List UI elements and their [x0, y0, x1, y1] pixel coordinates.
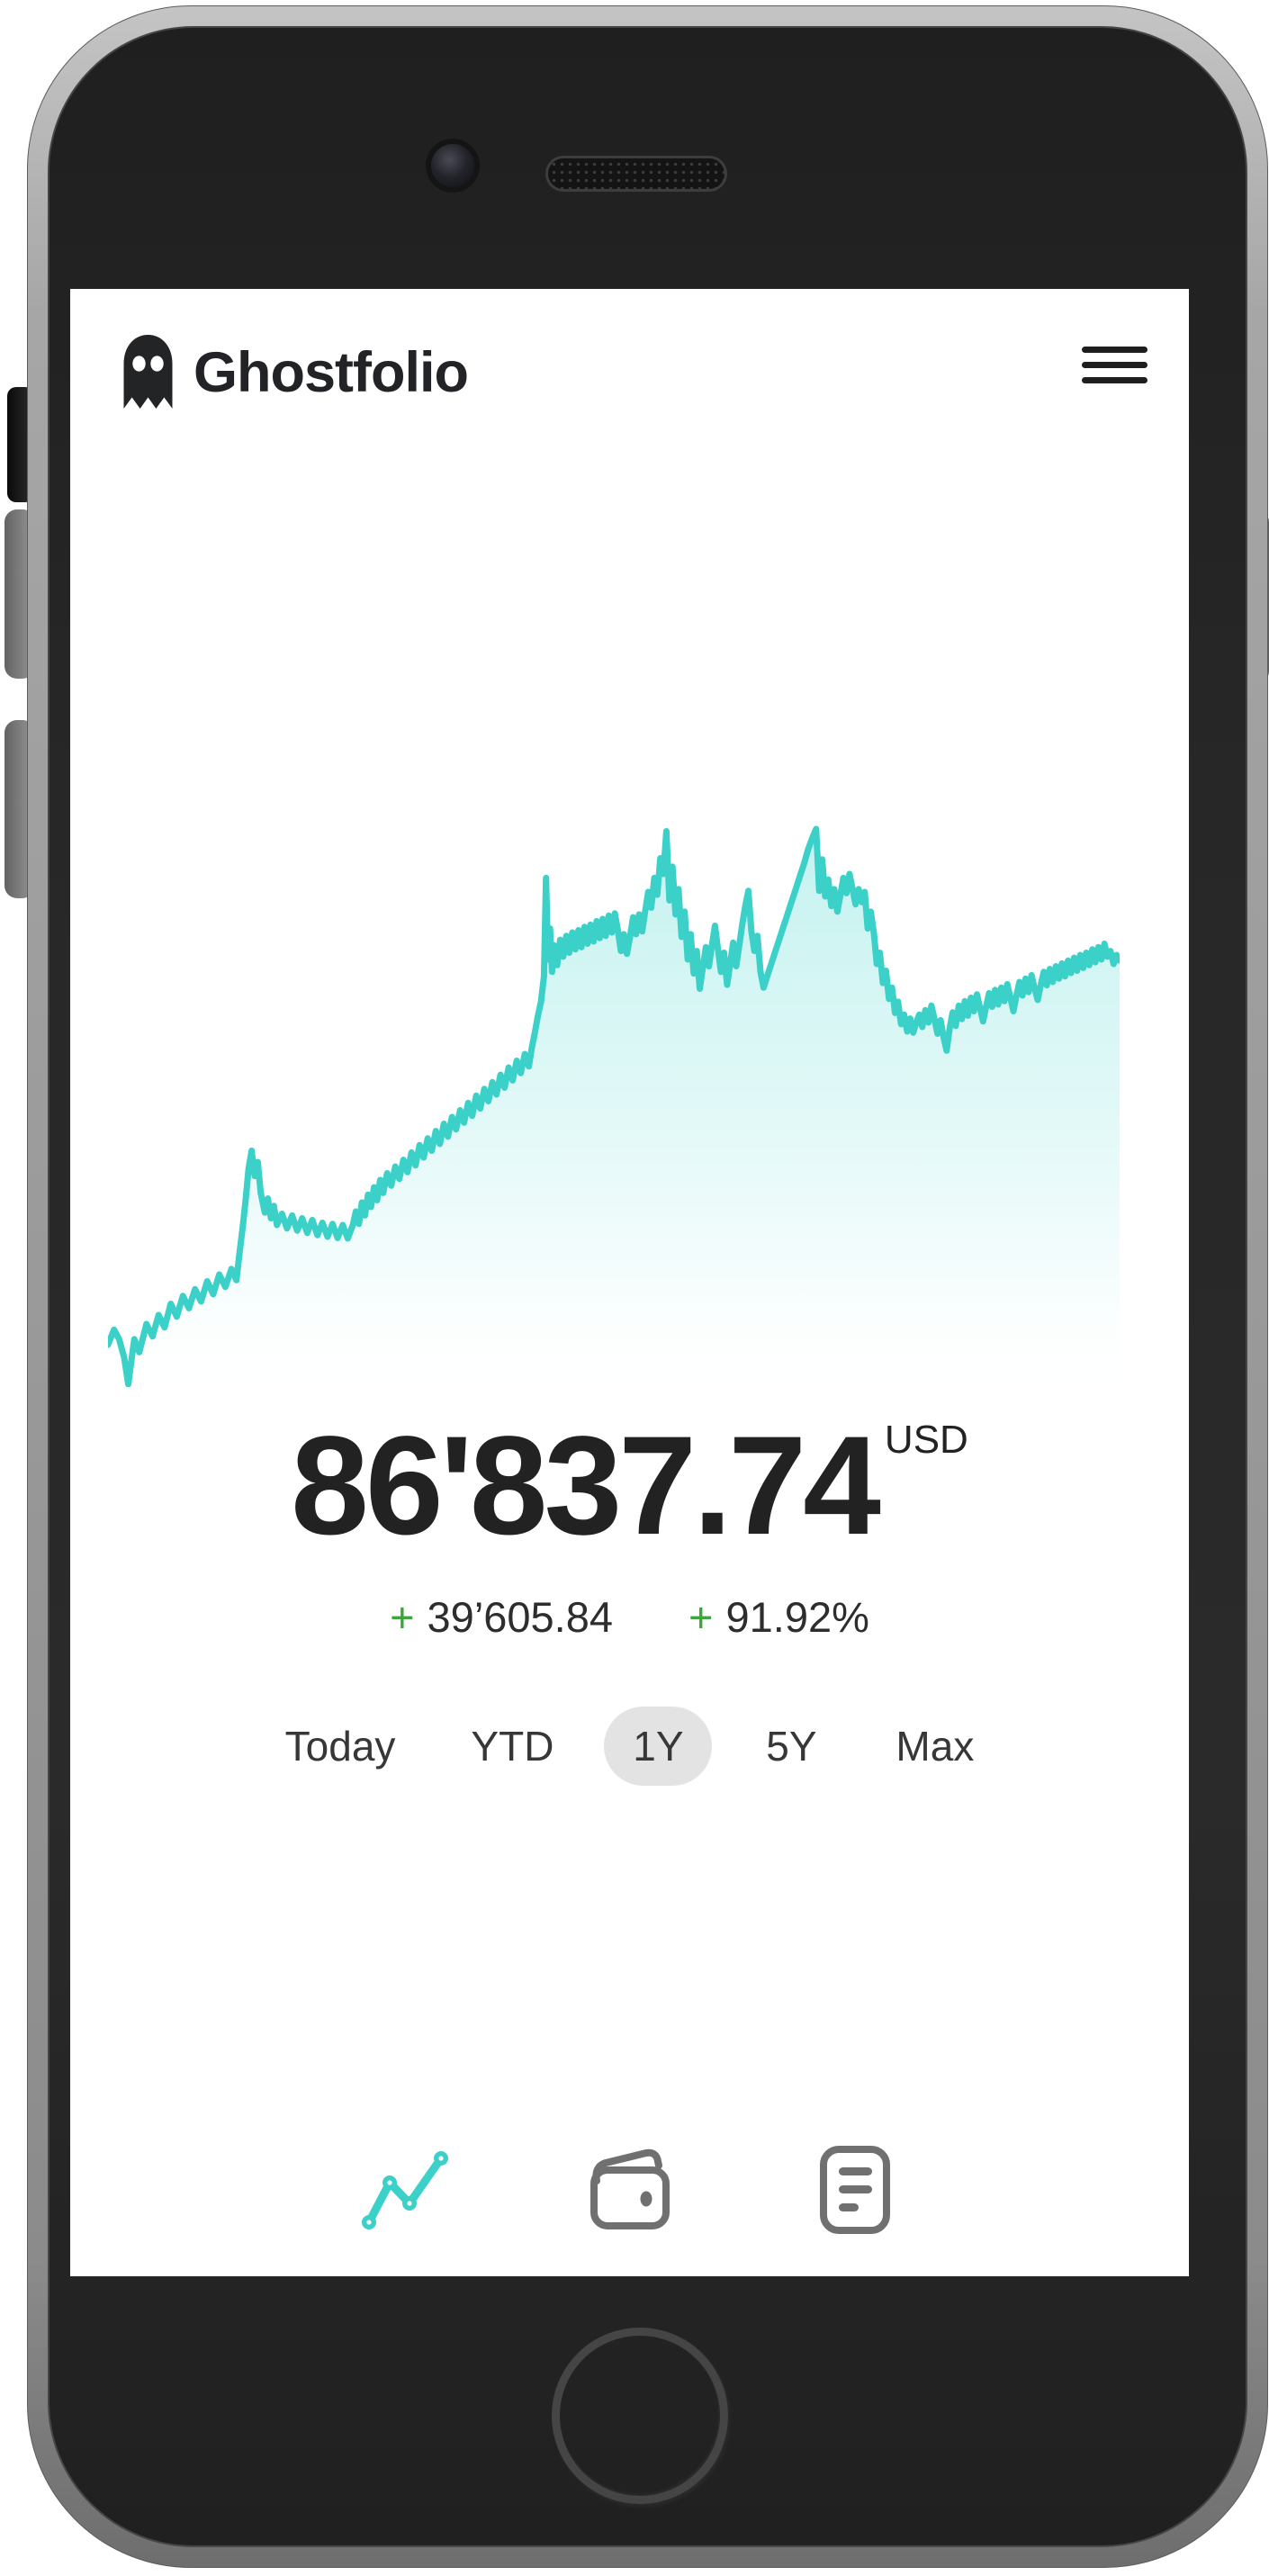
app-screen: Ghostfolio [70, 289, 1189, 2276]
hamburger-menu-icon[interactable] [1082, 347, 1148, 383]
front-camera-icon [431, 144, 474, 187]
nav-report[interactable] [810, 2145, 900, 2235]
ghost-icon [123, 335, 173, 409]
period-selector: Today YTD 1Y 5Y Max [70, 1707, 1189, 1786]
period-ytd[interactable]: YTD [471, 1723, 554, 1770]
app-logo[interactable]: Ghostfolio [122, 334, 1148, 410]
portfolio-value-row: 86'837.74 USD [70, 1416, 1189, 1556]
period-1y[interactable]: 1Y [604, 1707, 713, 1786]
chart-area-fill [108, 829, 1120, 1387]
change-percent-value: 91.92% [725, 1593, 869, 1641]
performance-chart [108, 825, 1120, 1387]
plus-sign: + [688, 1593, 714, 1641]
period-max[interactable]: Max [896, 1723, 975, 1770]
bottom-nav [70, 2145, 1189, 2235]
wallet-icon [590, 2148, 670, 2229]
change-absolute: + 39’605.84 [390, 1592, 613, 1642]
change-absolute-value: 39’605.84 [427, 1593, 614, 1641]
app-header: Ghostfolio [122, 334, 1148, 415]
plus-sign: + [390, 1593, 415, 1641]
home-button[interactable] [552, 2328, 728, 2504]
currency-label: USD [884, 1418, 968, 1462]
nav-wallet[interactable] [585, 2145, 675, 2235]
period-5y[interactable]: 5Y [766, 1723, 817, 1770]
app-title: Ghostfolio [194, 340, 469, 404]
nav-performance[interactable] [360, 2145, 450, 2235]
report-icon [819, 2146, 890, 2234]
earpiece-speaker [545, 156, 727, 192]
chart-line [108, 825, 1120, 1387]
portfolio-value: 86'837.74 [291, 1408, 881, 1564]
performance-chart-icon [361, 2151, 448, 2229]
phone-frame: Ghostfolio [27, 5, 1268, 2568]
change-percent: + 91.92% [688, 1592, 869, 1642]
period-today[interactable]: Today [284, 1723, 396, 1770]
portfolio-change-row: + 39’605.84 + 91.92% [70, 1592, 1189, 1642]
